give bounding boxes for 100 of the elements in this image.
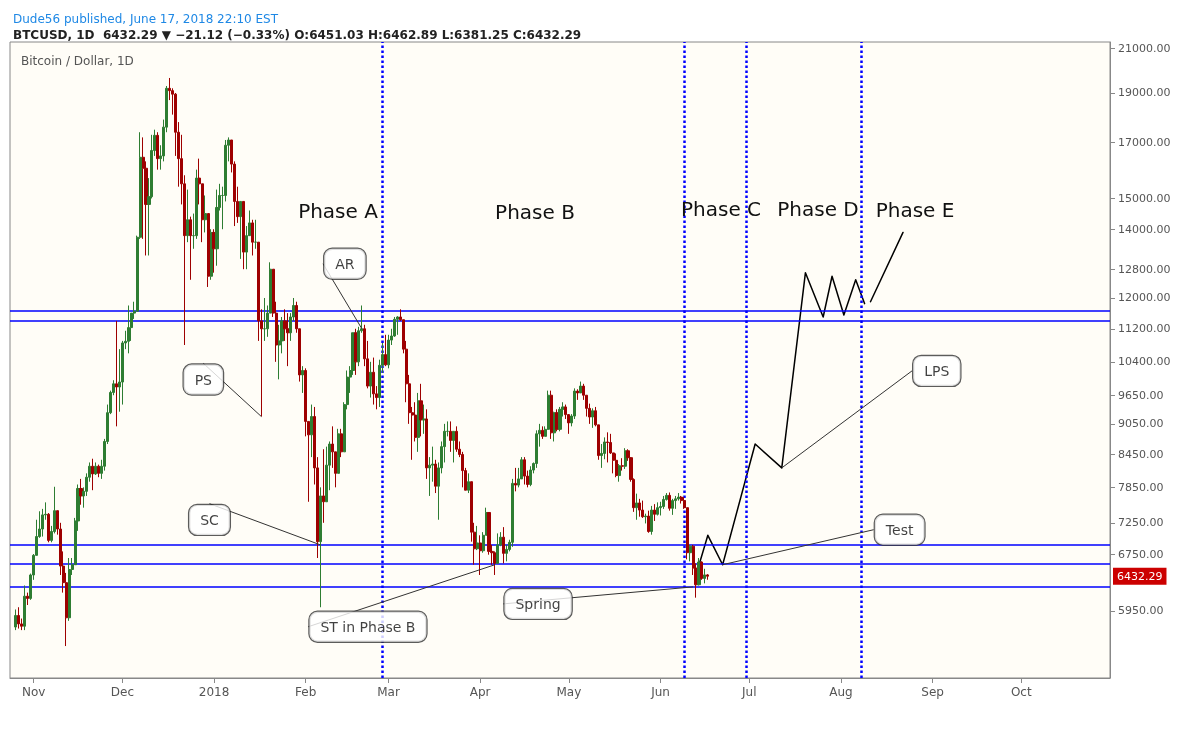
candlestick	[624, 447, 627, 470]
candlestick	[579, 381, 582, 394]
candlestick	[618, 463, 621, 483]
annotation: SC	[200, 511, 220, 528]
candlestick	[396, 315, 399, 336]
x-tick-label: Mar	[377, 685, 400, 699]
candlestick	[319, 486, 322, 608]
candlestick	[550, 390, 553, 440]
candlestick	[242, 200, 245, 270]
candlestick	[615, 452, 618, 478]
annotation: Test	[884, 521, 914, 538]
candlestick	[417, 392, 420, 453]
y-tick-label: 17000.00	[1118, 136, 1171, 150]
candlestick	[671, 498, 674, 516]
candlestick	[419, 383, 423, 437]
candlestick	[647, 510, 650, 534]
candlestick	[254, 219, 257, 250]
candlestick	[656, 501, 659, 516]
text: Bitcoin / Dollar, 1D	[21, 54, 134, 68]
y-tick-label: 19000.00	[1118, 86, 1171, 100]
text: Dude56 published, June 17, 2018 22:10 EST	[13, 12, 279, 26]
annotation: LPS	[924, 362, 950, 379]
candlestick	[115, 320, 118, 427]
x-tick-label: Dec	[110, 685, 134, 699]
candlestick	[189, 216, 192, 281]
candlestick	[479, 534, 482, 576]
candlestick	[635, 493, 638, 521]
candlestick	[641, 500, 644, 519]
candlestick	[502, 526, 505, 564]
candlestick	[301, 365, 304, 394]
y-tick-label: 5950.00	[1118, 604, 1164, 618]
y-tick-label: 15000.00	[1118, 191, 1171, 205]
x-tick-label: Feb	[295, 685, 317, 699]
candlestick	[251, 219, 254, 256]
candlestick	[337, 428, 340, 474]
annotation: Phase A	[298, 199, 379, 223]
candlestick	[514, 467, 517, 492]
candlestick	[706, 573, 709, 581]
candlestick	[703, 568, 706, 584]
candlestick	[422, 404, 426, 435]
candlestick	[505, 544, 508, 562]
candlestick	[621, 457, 624, 472]
candlestick	[212, 228, 216, 274]
candlestick	[653, 503, 656, 522]
candlestick	[680, 495, 683, 505]
candlestick	[340, 428, 343, 458]
candlestick	[322, 448, 325, 524]
candlestick	[156, 131, 159, 171]
candlestick	[650, 505, 653, 536]
y-tick-label: 21000.00	[1118, 41, 1171, 55]
candlestick	[47, 512, 50, 543]
candlestick	[476, 525, 479, 551]
candlestick	[455, 425, 458, 453]
x-tick-label: May	[556, 685, 582, 699]
y-tick-label: 7850.00	[1118, 480, 1164, 494]
candlestick	[606, 431, 609, 463]
candlestick	[558, 406, 562, 432]
candlestick	[263, 297, 266, 342]
annotation: AR	[335, 255, 355, 272]
candlestick	[425, 408, 428, 480]
candlestick	[17, 606, 20, 630]
y-tick-label: 11200.00	[1118, 322, 1171, 336]
candlestick	[511, 478, 514, 548]
y-tick-label: 9650.00	[1118, 388, 1164, 402]
candlestick	[68, 557, 71, 622]
x-tick-label: 2018	[198, 685, 230, 699]
candlestick	[23, 584, 26, 631]
candlestick	[239, 200, 242, 260]
candlestick	[523, 456, 526, 485]
x-tick-label: Jul	[741, 685, 757, 699]
candlestick	[529, 465, 532, 487]
candlestick	[644, 513, 647, 524]
candlestick	[496, 532, 499, 565]
y-tick-label: 12000.00	[1118, 291, 1171, 305]
candlestick	[310, 404, 313, 458]
y-tick-label: 6750.00	[1118, 548, 1164, 562]
candlestick	[576, 388, 579, 401]
candlestick	[434, 459, 437, 494]
annotation: ST in Phase B	[320, 618, 416, 635]
candlestick	[286, 312, 290, 367]
annotation: Phase B	[495, 200, 575, 224]
candlestick	[94, 461, 97, 476]
annotation: Phase E	[875, 198, 955, 222]
candlestick	[591, 407, 594, 429]
y-tick-label: 7250.00	[1118, 516, 1164, 530]
x-tick-label: Nov	[21, 685, 46, 699]
candlestick	[689, 544, 692, 562]
y-tick-label: 14000.00	[1118, 222, 1171, 236]
candlestick	[207, 213, 210, 288]
text: 6432.29	[1117, 569, 1163, 583]
candlestick	[700, 560, 703, 581]
candlestick	[638, 498, 641, 518]
y-tick-label: 8450.00	[1118, 447, 1164, 461]
annotation: Phase D	[777, 197, 859, 221]
candlestick	[452, 430, 455, 463]
candlestick	[186, 189, 189, 243]
annotation: PS	[194, 371, 213, 388]
annotation: Spring	[515, 595, 561, 612]
candlestick	[97, 464, 100, 478]
x-tick-label: Aug	[829, 685, 853, 699]
